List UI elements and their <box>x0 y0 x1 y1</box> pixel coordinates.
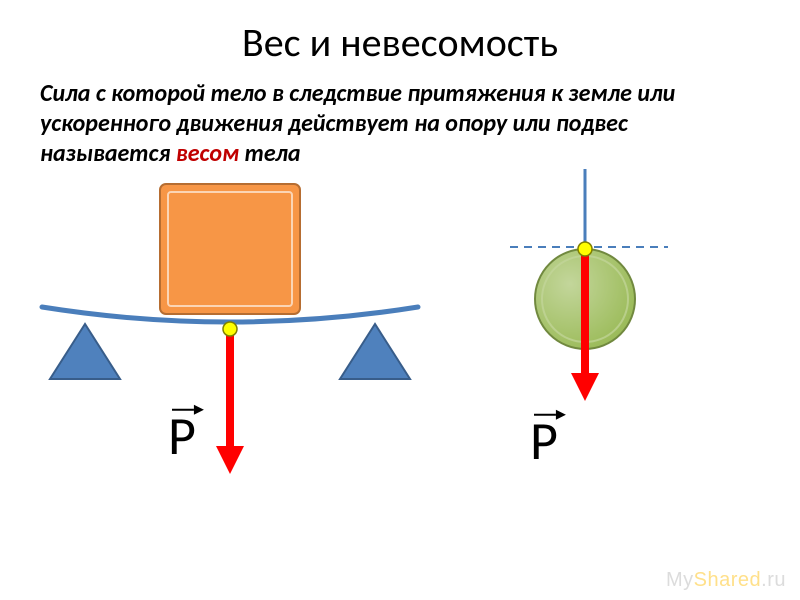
watermark: MyShared.ru <box>666 569 786 592</box>
physics-diagram: PP <box>0 169 800 569</box>
definition-post: тела <box>239 139 300 168</box>
watermark-shared: Shared <box>694 569 762 591</box>
page-title: Вес и невесомость <box>0 0 800 67</box>
watermark-ru: .ru <box>761 569 786 591</box>
watermark-my: My <box>666 569 694 591</box>
svg-text:P: P <box>530 408 558 474</box>
svg-text:P: P <box>168 403 196 469</box>
definition-highlight: весом <box>176 139 239 168</box>
definition-pre: Сила с которой тело в следствие притяжен… <box>40 79 675 168</box>
diagram-container: PP <box>0 169 800 569</box>
definition-text: Сила с которой тело в следствие притяжен… <box>0 67 800 169</box>
